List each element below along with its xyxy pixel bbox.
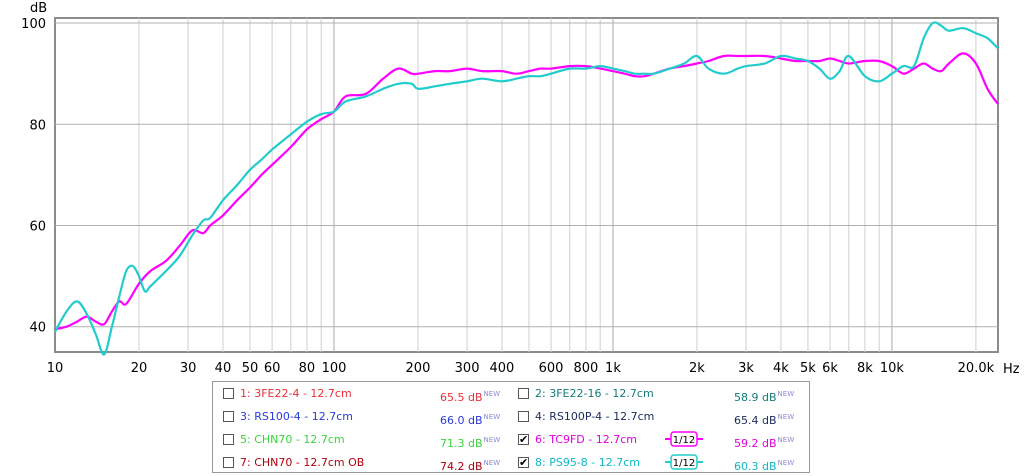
y-tick-label: 80 [29,118,46,133]
x-tick-label: 10 [47,361,64,376]
x-tick-label: 40 [215,361,232,376]
smoothing-toggle-6[interactable]: 1/12 [665,431,703,447]
legend-checkbox-7[interactable] [223,457,234,468]
smoothing-box-6 [670,431,698,447]
smoothing-label-8: 1/12 [673,458,695,469]
legend-label-7: 7: CHN70 - 12.7cm OB [240,456,365,469]
series-line-2 [54,21,999,356]
legend-label-1: 1: 3FE22-4 - 12.7cm [240,387,352,400]
y-tick-label: 60 [29,219,46,234]
legend-checkbox-6[interactable]: ✔ [518,433,529,446]
x-tick-label: 10k [880,361,905,376]
legend-checkbox-1[interactable] [223,388,234,399]
y-tick-label: 40 [29,321,46,336]
legend-label-2: 2: 3FE22-16 - 12.7cm [535,387,654,400]
x-tick-label: 400 [490,361,515,376]
legend-checkbox-8[interactable]: ✔ [518,456,529,469]
x-tick-label: 30 [180,361,197,376]
frequency-response-chart: dB Hz 10 20 30 40 50 60 80 100 200 300 400 600 800 1k… [21,1,1020,377]
x-tick-label: 6k [822,361,838,376]
legend-value-5: 71.3 dBNEW [440,436,501,450]
x-tick-label: 2k [689,361,705,376]
x-tick-label: 60 [264,361,281,376]
legend-value-2: 58.9 dBNEW [734,390,795,404]
x-tick-label: 8k [857,361,873,376]
plot-area-border [54,17,999,353]
legend-label-5: 5: CHN70 - 12.7cm [240,433,345,446]
series-line-1 [54,52,999,331]
legend-value-8: 60.3 dBNEW [734,459,795,473]
legend-value-6: 59.2 dBNEW [734,436,795,450]
legend: 1: 3FE22-4 - 12.7cm 65.5 dBNEW 2: 3FE22-… [212,381,810,473]
x-tick-label: 1k [605,361,621,376]
y-tick-labels: 40 60 80 100 [21,17,46,336]
y-gridlines [55,22,998,328]
x-tick-label: 100 [322,361,347,376]
legend-value-3: 66.0 dBNEW [440,413,501,427]
y-axis-label: dB [30,1,47,16]
smoothing-label-6: 1/12 [673,435,695,446]
legend-checkbox-5[interactable] [223,434,234,445]
legend-label-6: 6: TC9FD - 12.7cm [535,433,637,446]
legend-value-7: 74.2 dBNEW [440,459,501,473]
x-tick-label: 800 [574,361,599,376]
series-lines [54,21,999,356]
legend-checkbox-4[interactable] [518,411,529,422]
x-tick-labels: 10 20 30 40 50 60 80 100 200 300 400 600 800 1k 2k 3k 4k… [47,361,995,376]
legend-value-4: 65.4 dBNEW [734,413,795,427]
x-tick-label: 200 [406,361,431,376]
x-tick-label: 3k [738,361,754,376]
x-tick-label: 80 [299,361,316,376]
x-tick-label: 300 [455,361,480,376]
smoothing-toggle-8[interactable]: 1/12 [665,454,703,470]
x-tick-label: 50 [242,361,259,376]
legend-value-1: 65.5 dBNEW [440,390,501,404]
y-tick-label: 100 [21,17,46,32]
x-axis-label: Hz [1003,362,1020,377]
x-tick-label: 5k [800,361,816,376]
legend-checkbox-2[interactable] [518,388,529,399]
x-gridlines [138,18,977,352]
legend-label-8: 8: PS95-8 - 12.7cm [535,456,640,469]
x-tick-label: 600 [539,361,564,376]
x-tick-label: 20 [131,361,148,376]
legend-checkbox-3[interactable] [223,411,234,422]
x-tick-label: 4k [773,361,789,376]
smoothing-box-8 [670,454,698,470]
legend-label-3: 3: RS100-4 - 12.7cm [240,410,354,423]
legend-label-4: 4: RS100P-4 - 12.7cm [535,410,655,423]
x-tick-label: 20.0k [958,361,995,376]
